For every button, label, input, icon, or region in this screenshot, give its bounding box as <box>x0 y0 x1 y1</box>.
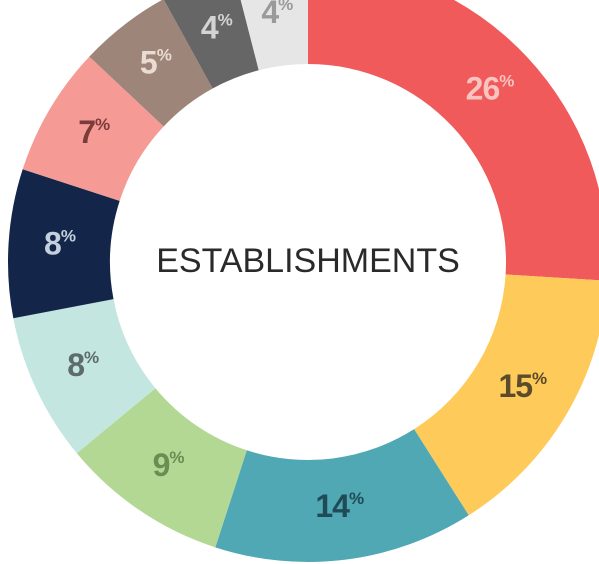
label-unit: % <box>532 369 547 388</box>
slice <box>414 274 599 516</box>
slice <box>13 299 156 454</box>
label-number: 4 <box>261 0 279 30</box>
label-number: 8 <box>44 226 61 262</box>
slice <box>240 0 308 71</box>
slice-label: 4% <box>261 0 293 30</box>
label-number: 14 <box>315 488 350 524</box>
slice-label: 8% <box>44 226 76 262</box>
slice <box>76 388 247 548</box>
label-unit: % <box>169 448 184 467</box>
slice <box>22 56 164 201</box>
slice <box>308 0 599 281</box>
label-unit: % <box>95 116 110 135</box>
label-number: 26 <box>466 71 500 107</box>
label-number: 5 <box>140 45 157 81</box>
label-number: 15 <box>498 368 532 404</box>
label-number: 8 <box>67 347 84 383</box>
label-unit: % <box>499 72 514 91</box>
label-unit: % <box>84 349 99 368</box>
slice-label: 9% <box>153 447 185 483</box>
slice-label: 7% <box>78 115 110 151</box>
center-label: ESTABLISHMENTS <box>156 242 460 280</box>
label-number: 9 <box>153 447 170 483</box>
slice <box>7 169 120 319</box>
label-unit: % <box>61 227 76 246</box>
label-unit: % <box>349 490 364 509</box>
label-unit: % <box>157 46 172 65</box>
slice-label: 4% <box>201 10 233 46</box>
slices <box>7 0 599 562</box>
slice <box>163 0 259 89</box>
label-unit: % <box>278 0 293 14</box>
label-number: 7 <box>78 115 95 151</box>
slice-label: 5% <box>140 45 172 81</box>
slice-label: 8% <box>67 347 99 383</box>
slice <box>215 429 469 562</box>
slice-label: 26% <box>466 71 515 107</box>
slice-label: 15% <box>498 368 547 404</box>
slice-label: 14% <box>315 488 364 524</box>
slice <box>89 0 213 127</box>
label-unit: % <box>218 11 233 30</box>
label-number: 4 <box>201 10 219 46</box>
